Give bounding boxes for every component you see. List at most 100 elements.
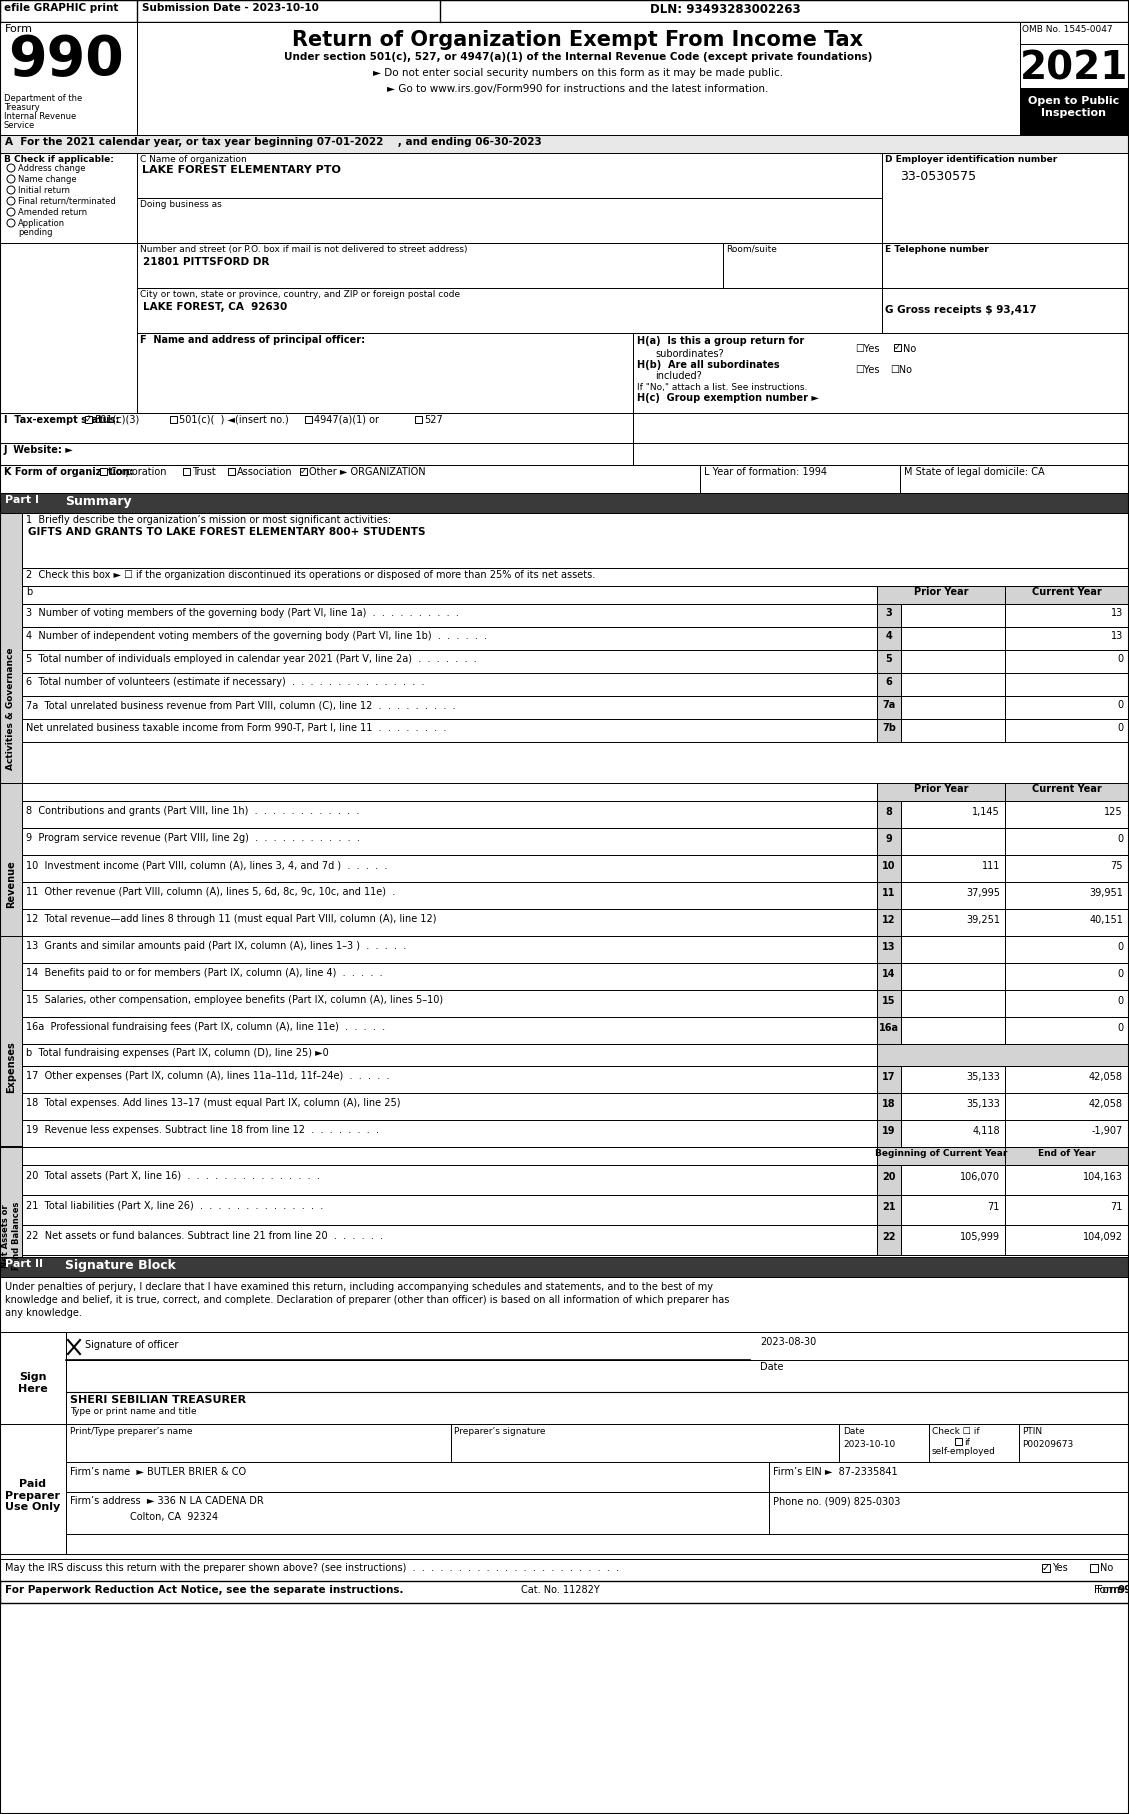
Text: 0: 0 [1117, 1023, 1123, 1032]
Bar [0, 513, 21, 784]
Text: Submission Date - 2023-10-10: Submission Date - 2023-10-10 [142, 4, 318, 13]
Bar [1005, 1165, 1129, 1195]
Text: 7b: 7b [882, 724, 896, 733]
Bar [901, 604, 1005, 628]
Text: 42,058: 42,058 [1089, 1072, 1123, 1081]
Bar [877, 1195, 901, 1224]
Text: Date: Date [760, 1362, 784, 1371]
Text: Treasury: Treasury [5, 103, 40, 112]
Text: 0: 0 [1117, 700, 1123, 709]
Text: I  Tax-exempt status:: I Tax-exempt status: [5, 415, 120, 424]
Text: 21: 21 [882, 1203, 895, 1212]
Bar [100, 468, 107, 475]
Text: 11  Other revenue (Part VIII, column (A), lines 5, 6d, 8c, 9c, 10c, and 11e)  .: 11 Other revenue (Part VIII, column (A),… [26, 887, 395, 896]
Bar [877, 1018, 901, 1045]
Bar [700, 464, 900, 493]
Bar [877, 827, 901, 854]
Bar [21, 649, 877, 673]
Bar [0, 1277, 1129, 1331]
Text: Sign
Here: Sign Here [18, 1371, 47, 1393]
Bar [901, 936, 1005, 963]
Text: if: if [964, 1439, 970, 1448]
Text: 7a: 7a [883, 700, 895, 709]
Text: ► Go to www.irs.gov/Form990 for instructions and the latest information.: ► Go to www.irs.gov/Form990 for instruct… [387, 83, 769, 94]
Text: Amended return: Amended return [18, 209, 87, 218]
Bar [0, 414, 633, 443]
Bar [769, 1462, 1129, 1491]
Text: 14: 14 [882, 969, 895, 980]
Text: subordinates?: subordinates? [655, 348, 724, 359]
Bar [901, 1094, 1005, 1119]
Bar [901, 697, 1005, 718]
Bar [633, 443, 1129, 464]
Text: 19  Revenue less expenses. Subtract line 18 from line 12  .  .  .  .  .  .  .  .: 19 Revenue less expenses. Subtract line … [26, 1125, 379, 1136]
Text: H(c)  Group exemption number ►: H(c) Group exemption number ► [637, 394, 819, 403]
Bar [65, 1331, 1129, 1424]
Text: For Paperwork Reduction Act Notice, see the separate instructions.: For Paperwork Reduction Act Notice, see … [5, 1585, 403, 1595]
Bar [1005, 673, 1129, 697]
Text: Name change: Name change [18, 174, 77, 183]
Bar [1005, 604, 1129, 628]
Text: End of Year: End of Year [1039, 1148, 1096, 1157]
Text: 16a: 16a [879, 1023, 899, 1032]
Text: Part II: Part II [5, 1259, 43, 1270]
Text: 71: 71 [988, 1203, 1000, 1212]
Bar [901, 990, 1005, 1018]
Text: 22: 22 [882, 1232, 895, 1243]
Bar [0, 1257, 1129, 1277]
Bar [1005, 1018, 1129, 1045]
Bar [901, 649, 1005, 673]
Bar [1005, 649, 1129, 673]
Bar [21, 854, 877, 882]
Bar [877, 1146, 1005, 1165]
Text: 501(c)(  ) ◄(insert no.): 501(c)( ) ◄(insert no.) [180, 415, 289, 424]
Bar [901, 1119, 1005, 1146]
Bar [901, 827, 1005, 854]
Text: L Year of formation: 1994: L Year of formation: 1994 [704, 466, 828, 477]
Bar [901, 854, 1005, 882]
Text: Signature Block: Signature Block [65, 1259, 176, 1272]
Text: 12  Total revenue—add lines 8 through 11 (must equal Part VIII, column (A), line: 12 Total revenue—add lines 8 through 11 … [26, 914, 437, 923]
Text: Expenses: Expenses [6, 1041, 16, 1092]
Text: P00209673: P00209673 [1022, 1440, 1074, 1449]
Text: 4,118: 4,118 [972, 1126, 1000, 1136]
Bar [0, 0, 1129, 22]
Text: Part I: Part I [5, 495, 40, 504]
Text: Return of Organization Exempt From Income Tax: Return of Organization Exempt From Incom… [292, 31, 864, 51]
Text: 8  Contributions and grants (Part VIII, line 1h)  .  .  .  .  .  .  .  .  .  .  : 8 Contributions and grants (Part VIII, l… [26, 805, 359, 816]
Text: 75: 75 [1111, 862, 1123, 871]
Bar [877, 990, 901, 1018]
Text: May the IRS discuss this return with the preparer shown above? (see instructions: May the IRS discuss this return with the… [5, 1564, 619, 1573]
Text: Other ► ORGANIZATION: Other ► ORGANIZATION [309, 466, 426, 477]
Text: LAKE FOREST ELEMENTARY PTO: LAKE FOREST ELEMENTARY PTO [142, 165, 341, 174]
Bar [633, 334, 1129, 414]
Text: 2021: 2021 [1019, 51, 1128, 89]
Text: Department of the: Department of the [5, 94, 82, 103]
Text: 0: 0 [1117, 996, 1123, 1007]
Text: 9: 9 [885, 834, 892, 844]
Bar [1019, 89, 1129, 134]
Text: Address change: Address change [18, 163, 86, 172]
Text: Form: Form [1097, 1585, 1127, 1595]
Text: 990: 990 [1117, 1585, 1129, 1595]
Bar [21, 882, 877, 909]
Bar [137, 152, 882, 198]
Bar [877, 854, 901, 882]
Text: Form: Form [1094, 1585, 1124, 1595]
Text: Room/suite: Room/suite [726, 245, 777, 254]
Text: 22  Net assets or fund balances. Subtract line 21 from line 20  .  .  .  .  .  .: 22 Net assets or fund balances. Subtract… [26, 1232, 383, 1241]
Text: (2021): (2021) [1124, 1585, 1129, 1595]
Text: 15  Salaries, other compensation, employee benefits (Part IX, column (A), lines : 15 Salaries, other compensation, employe… [26, 996, 443, 1005]
Bar [0, 1146, 21, 1257]
Text: Corporation: Corporation [110, 466, 166, 477]
Bar [21, 604, 877, 628]
Bar [21, 909, 877, 936]
Text: SHERI SEBILIAN TREASURER: SHERI SEBILIAN TREASURER [70, 1395, 246, 1406]
Text: J  Website: ►: J Website: ► [5, 444, 73, 455]
Text: G Gross receipts $ 93,417: G Gross receipts $ 93,417 [885, 305, 1036, 316]
Text: 10: 10 [882, 862, 895, 871]
Text: 16a  Professional fundraising fees (Part IX, column (A), line 11e)  .  .  .  .  : 16a Professional fundraising fees (Part … [26, 1021, 385, 1032]
Text: knowledge and belief, it is true, correct, and complete. Declaration of preparer: knowledge and belief, it is true, correc… [5, 1295, 729, 1304]
Bar [0, 936, 21, 1146]
Text: Print/Type preparer’s name: Print/Type preparer’s name [70, 1428, 193, 1437]
